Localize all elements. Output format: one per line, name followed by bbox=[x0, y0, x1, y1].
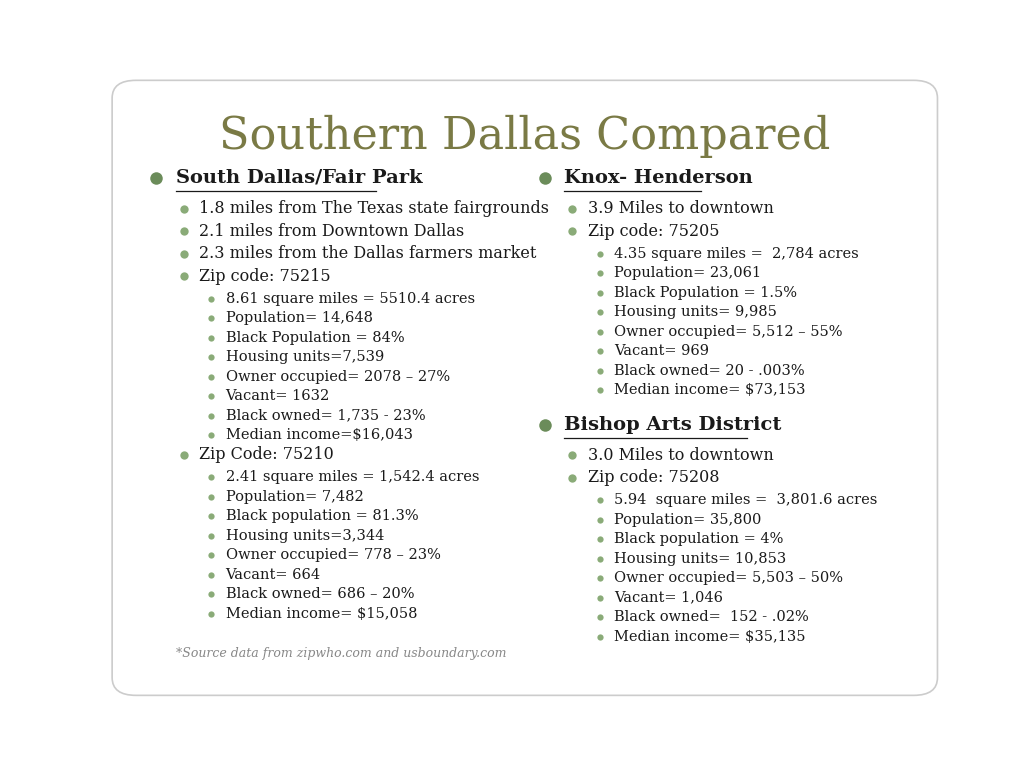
Text: Median income= $35,135: Median income= $35,135 bbox=[614, 630, 806, 644]
Text: Black population = 4%: Black population = 4% bbox=[614, 532, 783, 546]
Text: Vacant= 1632: Vacant= 1632 bbox=[225, 389, 330, 403]
Text: Owner occupied= 5,503 – 50%: Owner occupied= 5,503 – 50% bbox=[614, 571, 844, 585]
Text: Black Population = 84%: Black Population = 84% bbox=[225, 330, 404, 345]
Text: 5.94  square miles =  3,801.6 acres: 5.94 square miles = 3,801.6 acres bbox=[614, 493, 878, 507]
Text: Housing units=7,539: Housing units=7,539 bbox=[225, 350, 384, 364]
Text: Owner occupied= 2078 – 27%: Owner occupied= 2078 – 27% bbox=[225, 369, 450, 383]
Text: Median income=$16,043: Median income=$16,043 bbox=[225, 428, 413, 442]
Text: Black owned=  152 - .02%: Black owned= 152 - .02% bbox=[614, 611, 809, 624]
Text: 3.9 Miles to downtown: 3.9 Miles to downtown bbox=[588, 200, 774, 217]
Text: 8.61 square miles = 5510.4 acres: 8.61 square miles = 5510.4 acres bbox=[225, 292, 475, 306]
Text: *Source data from zipwho.com and usboundary.com: *Source data from zipwho.com and usbound… bbox=[176, 647, 506, 660]
Text: Median income= $73,153: Median income= $73,153 bbox=[614, 383, 806, 397]
Text: Bishop Arts District: Bishop Arts District bbox=[564, 415, 782, 433]
Text: Black owned= 686 – 20%: Black owned= 686 – 20% bbox=[225, 588, 414, 601]
Text: Zip code: 75208: Zip code: 75208 bbox=[588, 469, 720, 486]
Text: 2.3 miles from the Dallas farmers market: 2.3 miles from the Dallas farmers market bbox=[200, 245, 537, 262]
Text: Vacant= 969: Vacant= 969 bbox=[614, 344, 710, 358]
Text: Zip Code: 75210: Zip Code: 75210 bbox=[200, 446, 334, 463]
Text: South Dallas/Fair Park: South Dallas/Fair Park bbox=[176, 169, 422, 187]
Text: 2.41 square miles = 1,542.4 acres: 2.41 square miles = 1,542.4 acres bbox=[225, 470, 479, 484]
Text: Housing units= 10,853: Housing units= 10,853 bbox=[614, 551, 786, 566]
Text: 1.8 miles from The Texas state fairgrounds: 1.8 miles from The Texas state fairgroun… bbox=[200, 200, 550, 217]
Text: Zip code: 75205: Zip code: 75205 bbox=[588, 223, 720, 240]
Text: Black owned= 20 - .003%: Black owned= 20 - .003% bbox=[614, 364, 805, 378]
Text: Black population = 81.3%: Black population = 81.3% bbox=[225, 509, 418, 523]
Text: Population= 7,482: Population= 7,482 bbox=[225, 490, 364, 504]
Text: Housing units=3,344: Housing units=3,344 bbox=[225, 528, 384, 543]
Text: Southern Dallas Compared: Southern Dallas Compared bbox=[219, 115, 830, 158]
Text: Knox- Henderson: Knox- Henderson bbox=[564, 169, 754, 187]
Text: Owner occupied= 5,512 – 55%: Owner occupied= 5,512 – 55% bbox=[614, 325, 843, 339]
Text: Zip code: 75215: Zip code: 75215 bbox=[200, 267, 331, 285]
Text: Black owned= 1,735 - 23%: Black owned= 1,735 - 23% bbox=[225, 409, 425, 422]
Text: Population= 35,800: Population= 35,800 bbox=[614, 513, 762, 527]
Text: Black Population = 1.5%: Black Population = 1.5% bbox=[614, 286, 798, 300]
Text: Vacant= 664: Vacant= 664 bbox=[225, 568, 321, 581]
Text: Median income= $15,058: Median income= $15,058 bbox=[225, 607, 417, 621]
Text: Owner occupied= 778 – 23%: Owner occupied= 778 – 23% bbox=[225, 548, 440, 562]
Text: 2.1 miles from Downtown Dallas: 2.1 miles from Downtown Dallas bbox=[200, 223, 465, 240]
Text: Population= 14,648: Population= 14,648 bbox=[225, 311, 373, 325]
Text: 4.35 square miles =  2,784 acres: 4.35 square miles = 2,784 acres bbox=[614, 247, 859, 260]
FancyBboxPatch shape bbox=[113, 81, 938, 695]
Text: Vacant= 1,046: Vacant= 1,046 bbox=[614, 591, 724, 604]
Text: Population= 23,061: Population= 23,061 bbox=[614, 266, 762, 280]
Text: 3.0 Miles to downtown: 3.0 Miles to downtown bbox=[588, 447, 774, 464]
Text: Housing units= 9,985: Housing units= 9,985 bbox=[614, 305, 777, 319]
